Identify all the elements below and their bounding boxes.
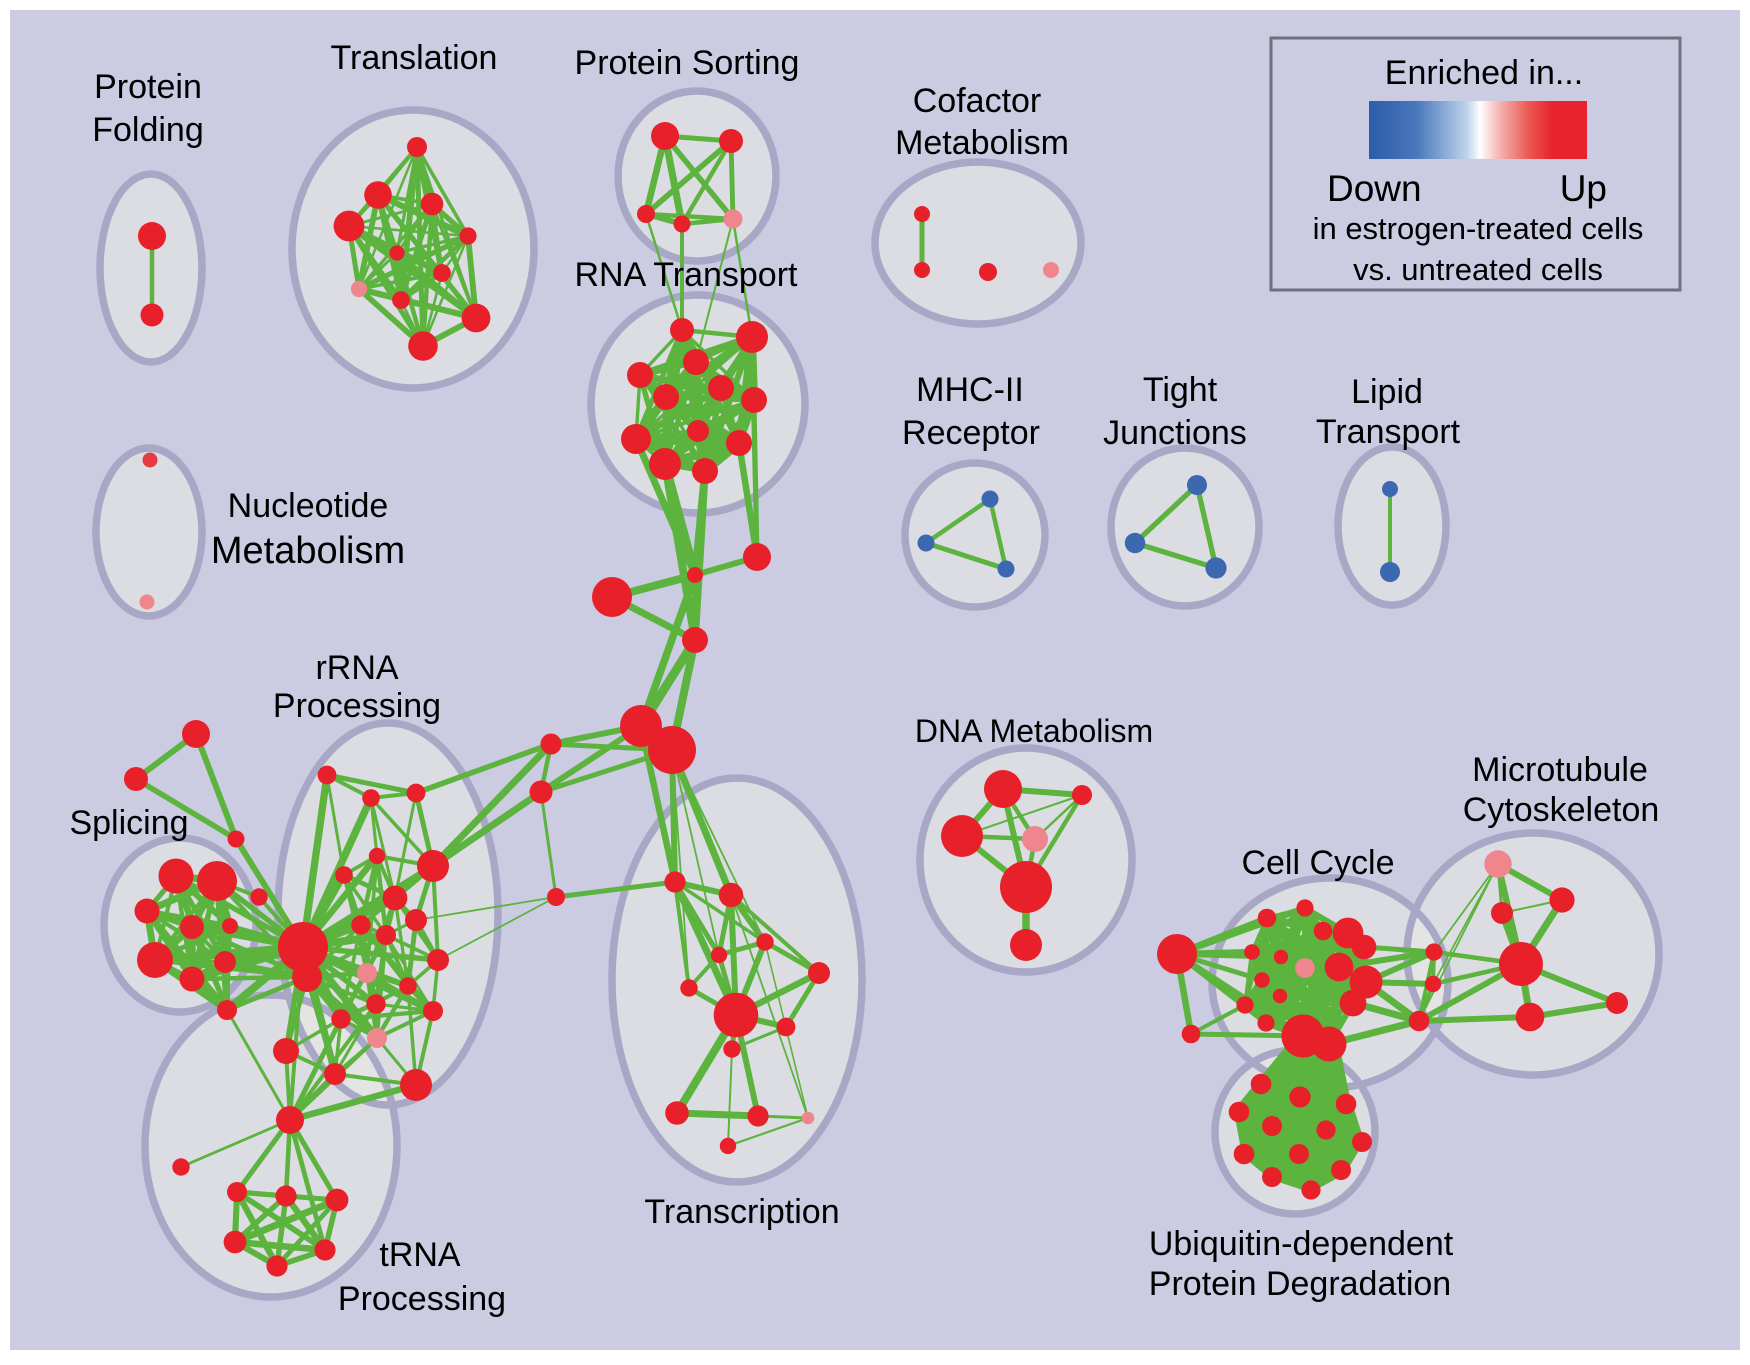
svg-text:Protein: Protein bbox=[94, 68, 202, 106]
svg-text:Microtubule: Microtubule bbox=[1472, 751, 1648, 789]
svg-text:Protein Degradation: Protein Degradation bbox=[1149, 1265, 1451, 1303]
svg-text:Cell Cycle: Cell Cycle bbox=[1241, 844, 1394, 882]
svg-text:Splicing: Splicing bbox=[69, 804, 188, 842]
svg-text:rRNA: rRNA bbox=[315, 649, 398, 687]
svg-text:Processing: Processing bbox=[273, 687, 441, 725]
svg-text:Lipid: Lipid bbox=[1351, 373, 1423, 411]
svg-text:Up: Up bbox=[1560, 168, 1607, 209]
svg-text:Metabolism: Metabolism bbox=[211, 530, 405, 572]
svg-text:Ubiquitin-dependent: Ubiquitin-dependent bbox=[1149, 1225, 1454, 1263]
svg-text:Junctions: Junctions bbox=[1103, 414, 1247, 452]
svg-text:vs. untreated cells: vs. untreated cells bbox=[1353, 252, 1603, 287]
svg-text:tRNA: tRNA bbox=[379, 1236, 461, 1274]
svg-text:Receptor: Receptor bbox=[902, 414, 1040, 452]
svg-text:Processing: Processing bbox=[338, 1280, 506, 1318]
svg-text:Metabolism: Metabolism bbox=[895, 124, 1069, 162]
svg-text:Translation: Translation bbox=[331, 39, 498, 77]
svg-text:Folding: Folding bbox=[92, 111, 204, 149]
svg-text:Nucleotide: Nucleotide bbox=[228, 487, 389, 525]
svg-text:Enriched in...: Enriched in... bbox=[1385, 54, 1583, 92]
svg-text:Cytoskeleton: Cytoskeleton bbox=[1463, 791, 1660, 829]
svg-text:MHC-II: MHC-II bbox=[916, 371, 1024, 409]
svg-text:Transport: Transport bbox=[1316, 413, 1461, 451]
svg-text:Cofactor: Cofactor bbox=[913, 82, 1042, 120]
svg-text:Tight: Tight bbox=[1143, 371, 1218, 409]
svg-text:Down: Down bbox=[1327, 168, 1422, 209]
svg-text:Protein Sorting: Protein Sorting bbox=[575, 44, 800, 82]
svg-text:DNA Metabolism: DNA Metabolism bbox=[915, 713, 1153, 749]
svg-text:RNA Transport: RNA Transport bbox=[575, 256, 799, 294]
svg-text:Transcription: Transcription bbox=[644, 1193, 839, 1231]
svg-text:in estrogen-treated cells: in estrogen-treated cells bbox=[1313, 211, 1644, 246]
